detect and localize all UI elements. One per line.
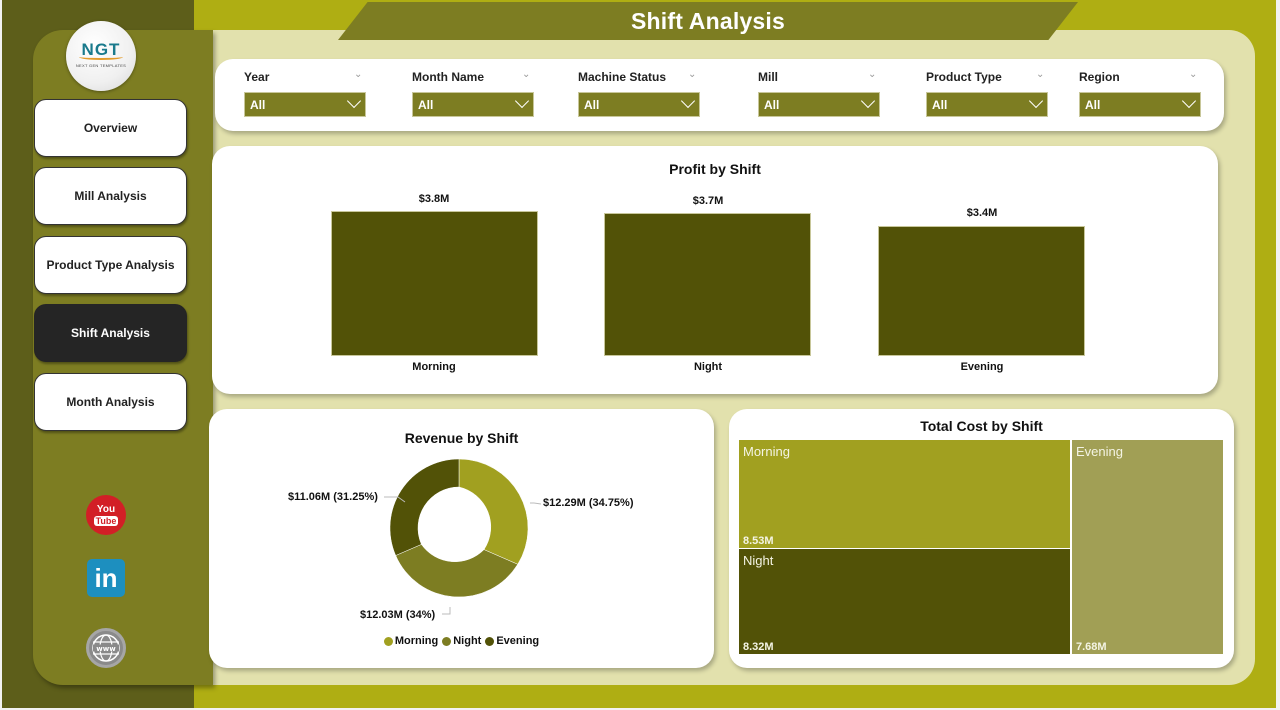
filter-machine-status-dropdown[interactable]: All	[578, 92, 700, 117]
treemap-tile-evening[interactable]: Evening 7.68M	[1072, 440, 1223, 654]
nav-month-analysis-button[interactable]: Month Analysis	[34, 373, 187, 431]
donut-slice-evening	[389, 458, 460, 556]
total-cost-by-shift-card: Total Cost by Shift Morning 8.53M Night …	[729, 409, 1234, 668]
svg-text:www: www	[96, 645, 116, 653]
nav-mill-analysis-button[interactable]: Mill Analysis	[34, 167, 187, 225]
donut-label-night: $12.03M (34%)	[360, 609, 436, 621]
legend-item-evening[interactable]: Evening	[485, 635, 539, 647]
filter-year-dropdown[interactable]: All	[244, 92, 366, 117]
bar-category-evening: Evening	[960, 361, 1004, 373]
legend-label: Evening	[496, 635, 540, 647]
ngt-logo: NGT NEXT GEN TEMPLATES	[66, 21, 136, 91]
bar-morning[interactable]	[331, 211, 538, 356]
treemap-tile-morning[interactable]: Morning 8.53M	[739, 440, 1070, 548]
filter-month-name-dropdown[interactable]: All	[412, 92, 534, 117]
legend-item-morning[interactable]: Morning	[383, 635, 439, 647]
profit-chart-title: Profit by Shift	[669, 161, 761, 177]
filter-region-dropdown[interactable]: All	[1079, 92, 1201, 117]
bar-category-morning: Morning	[412, 361, 456, 373]
revenue-donut-chart	[384, 458, 542, 615]
chevron-down-icon	[514, 93, 530, 109]
filter-month-name-value: All	[418, 97, 434, 112]
legend-item-night[interactable]: Night	[442, 635, 481, 647]
nav-shift-analysis-button[interactable]: Shift Analysis	[34, 304, 187, 362]
filter-region-label: Region	[1079, 70, 1120, 84]
filter-region-value: All	[1085, 97, 1101, 112]
nav-product-type-analysis-button[interactable]: Product Type Analysis	[34, 236, 187, 294]
bar-value-night: $3.7M	[692, 195, 724, 207]
filter-product-type-value: All	[932, 97, 948, 112]
donut-slice-night	[395, 544, 519, 598]
youtube-icon-tube: Tube	[93, 515, 119, 526]
chevron-down-icon[interactable]: ⌄	[868, 69, 877, 80]
filter-region: Region ⌄ All	[1079, 59, 1201, 131]
filter-product-type-label: Product Type	[926, 70, 1002, 84]
filter-product-type: Product Type ⌄ All	[926, 59, 1048, 131]
cost-chart-title: Total Cost by Shift	[920, 418, 1043, 434]
legend-dot-icon	[383, 636, 393, 646]
youtube-icon[interactable]: You Tube	[86, 495, 126, 535]
tile-label: Evening	[1076, 444, 1123, 459]
globe-icon-graphic: www	[92, 634, 120, 662]
legend-label: Morning	[394, 635, 439, 647]
donut-slice-morning	[458, 458, 529, 565]
filter-year-value: All	[250, 97, 266, 112]
filter-machine-status: Machine Status ⌄ All	[578, 59, 700, 131]
revenue-by-shift-card: Revenue by Shift $12.29M (34.75%) $12.03…	[209, 409, 714, 668]
chevron-down-icon	[860, 93, 876, 109]
profit-by-shift-card: Profit by Shift $3.8M Morning $3.7M Nigh…	[212, 146, 1218, 394]
legend-label: Night	[453, 635, 482, 647]
filter-mill: Mill ⌄ All	[758, 59, 880, 131]
linkedin-icon-text: in	[94, 562, 118, 593]
page-title: Shift Analysis	[630, 7, 786, 34]
tile-value: 8.53M	[743, 535, 774, 547]
chevron-down-icon	[680, 93, 696, 109]
chevron-down-icon	[1028, 93, 1044, 109]
filter-machine-status-label: Machine Status	[578, 70, 667, 84]
chevron-down-icon	[1181, 93, 1197, 109]
chevron-down-icon[interactable]: ⌄	[688, 69, 697, 80]
page-title-banner: Shift Analysis	[338, 2, 1078, 40]
filter-month-name: Month Name ⌄ All	[412, 59, 534, 131]
chevron-down-icon[interactable]: ⌄	[1036, 69, 1045, 80]
linkedin-icon[interactable]: in	[87, 559, 125, 597]
chevron-down-icon[interactable]: ⌄	[354, 69, 363, 80]
donut-label-evening: $11.06M (31.25%)	[288, 491, 378, 503]
bar-evening[interactable]	[878, 226, 1085, 356]
filter-month-name-label: Month Name	[412, 70, 484, 84]
bar-night[interactable]	[604, 213, 811, 356]
chevron-down-icon[interactable]: ⌄	[522, 69, 531, 80]
revenue-chart-title: Revenue by Shift	[404, 430, 519, 446]
bar-value-morning: $3.8M	[418, 193, 450, 205]
legend-dot-icon	[442, 636, 452, 646]
tile-label: Night	[743, 553, 774, 568]
bar-value-evening: $3.4M	[966, 207, 998, 219]
logo-swoosh-icon	[79, 54, 123, 60]
filter-mill-dropdown[interactable]: All	[758, 92, 880, 117]
filter-mill-label: Mill	[758, 70, 778, 84]
globe-www-icon[interactable]: www	[86, 628, 126, 668]
chevron-down-icon	[346, 93, 362, 109]
logo-tagline: NEXT GEN TEMPLATES	[75, 63, 127, 68]
donut-label-morning: $12.29M (34.75%)	[543, 497, 634, 509]
youtube-icon-text: You	[96, 503, 116, 515]
tile-value: 8.32M	[743, 641, 774, 653]
bar-category-night: Night	[693, 361, 723, 373]
logo-text: NGT	[81, 40, 121, 59]
nav-overview-button[interactable]: Overview	[34, 99, 187, 157]
chevron-down-icon[interactable]: ⌄	[1189, 69, 1198, 80]
filter-mill-value: All	[764, 97, 780, 112]
treemap-tile-night[interactable]: Night 8.32M	[739, 549, 1070, 654]
tile-value: 7.68M	[1076, 641, 1107, 653]
tile-label: Morning	[743, 444, 790, 459]
filter-panel: Year ⌄ All Month Name ⌄ All Machine Stat…	[215, 59, 1224, 131]
filter-machine-status-value: All	[584, 97, 600, 112]
filter-year: Year ⌄ All	[244, 59, 366, 131]
legend-dot-icon	[485, 636, 495, 646]
filter-year-label: Year	[244, 70, 270, 84]
filter-product-type-dropdown[interactable]: All	[926, 92, 1048, 117]
revenue-legend: Morning Night Evening	[209, 635, 714, 647]
